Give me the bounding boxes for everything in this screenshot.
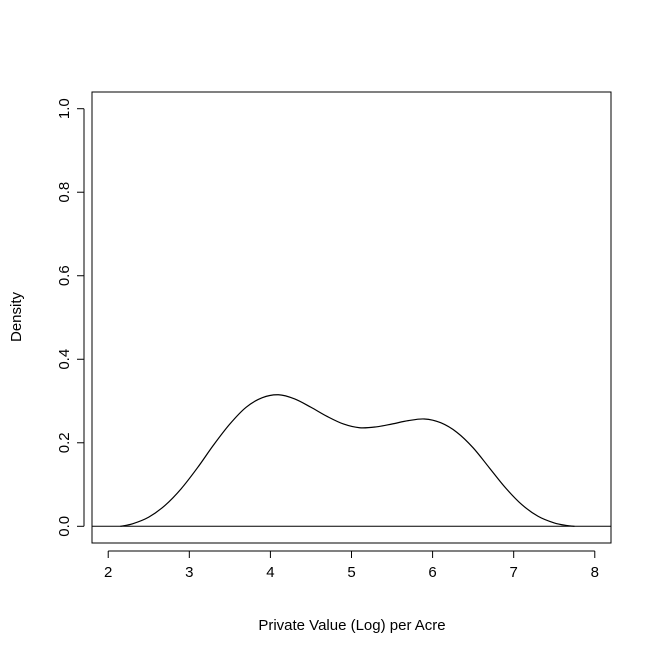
y-tick-label: 0.4 — [56, 349, 73, 370]
x-tick-label: 2 — [104, 564, 112, 581]
density-curve — [120, 394, 575, 527]
x-tick-label: 4 — [266, 564, 274, 581]
y-tick-label: 0.0 — [56, 516, 73, 537]
y-tick-label: 0.6 — [56, 265, 73, 286]
y-axis-label: Density — [8, 291, 25, 342]
x-tick-label: 5 — [347, 564, 355, 581]
y-tick-label: 0.2 — [56, 432, 73, 453]
x-tick-label: 3 — [185, 564, 193, 581]
y-tick-label: 1.0 — [56, 98, 73, 119]
x-tick-label: 6 — [428, 564, 436, 581]
y-tick-label: 0.8 — [56, 182, 73, 203]
plot-frame — [91, 91, 612, 544]
x-tick-label: 8 — [591, 564, 599, 581]
x-axis: 2 3 4 5 6 7 8 — [104, 550, 599, 581]
y-axis: 0.0 0.2 0.4 0.6 0.8 1.0 — [56, 98, 85, 537]
x-axis-label: Private Value (Log) per Acre — [258, 617, 445, 634]
x-tick-label: 7 — [510, 564, 518, 581]
